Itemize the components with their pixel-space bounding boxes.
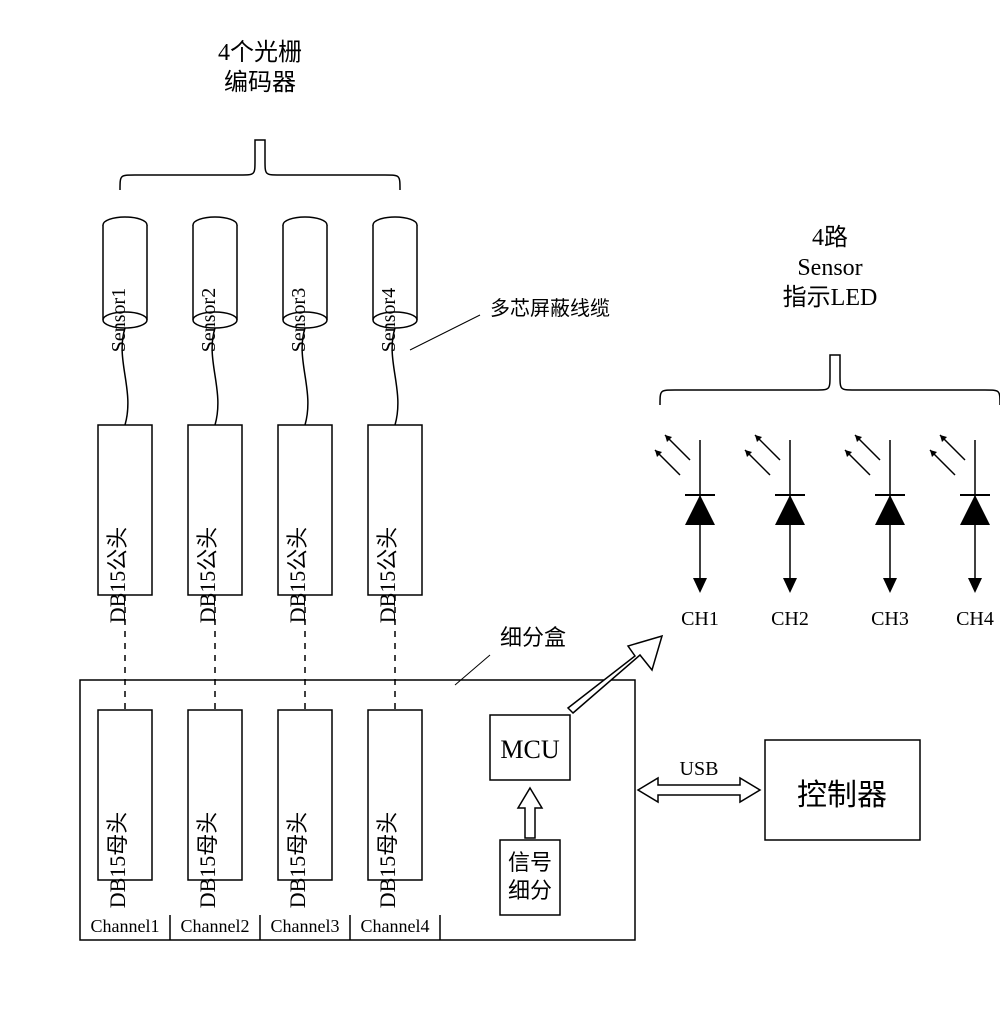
led-title-3: 指示LED — [783, 284, 878, 311]
signal-line1: 信号 — [508, 850, 552, 875]
signal-line2: 细分 — [508, 878, 552, 903]
brace-leds — [660, 355, 1000, 405]
sensor-3: Sensor3 — [283, 217, 327, 352]
db15-female-group: DB15母头 DB15母头 DB15母头 DB15母头 — [98, 710, 422, 908]
title-top-left-2: 编码器 — [224, 69, 296, 96]
sensor-1: Sensor1 — [103, 217, 147, 352]
led-3: CH3 — [845, 435, 909, 630]
led-title-1: 4路 — [812, 224, 848, 251]
db15-female-1-label: DB15母头 — [105, 812, 130, 909]
cable-label-line — [410, 315, 480, 350]
sensor-group: Sensor1 Sensor2 Sensor3 Sensor4 — [103, 217, 417, 352]
arrow-signal-mcu — [518, 788, 542, 838]
led-group: CH1 CH2 CH3 — [655, 435, 994, 630]
channel-4: Channel4 — [361, 916, 430, 936]
db15-female-4-label: DB15母头 — [375, 812, 400, 909]
db15-male-3-label: DB15公头 — [285, 527, 310, 624]
db15-male-group: DB15公头 DB15公头 DB15公头 DB15公头 — [98, 425, 422, 623]
brace-encoders — [120, 140, 400, 190]
sensor-4-label: Sensor4 — [378, 288, 400, 352]
title-top-left-1: 4个光栅 — [218, 39, 302, 66]
db15-male-1-label: DB15公头 — [105, 527, 130, 624]
controller-label: 控制器 — [797, 779, 887, 812]
mcu-label: MCU — [500, 735, 559, 764]
usb-label: USB — [680, 758, 719, 780]
led-2: CH2 — [745, 435, 809, 630]
cable-label: 多芯屏蔽线缆 — [490, 297, 610, 320]
led-ch2: CH2 — [771, 608, 809, 630]
led-ch1: CH1 — [681, 608, 719, 630]
db15-female-2-label: DB15母头 — [195, 812, 220, 909]
sensor-4: Sensor4 — [373, 217, 417, 352]
channel-3: Channel3 — [271, 916, 340, 936]
sensor-3-label: Sensor3 — [288, 288, 310, 352]
arrow-mcu-leds — [568, 636, 662, 713]
db15-male-2-label: DB15公头 — [195, 527, 220, 624]
channel-2: Channel2 — [181, 916, 250, 936]
usb-arrow: USB — [638, 758, 760, 802]
led-4: CH4 — [930, 435, 994, 630]
box-label: 细分盒 — [500, 625, 566, 650]
db15-male-4-label: DB15公头 — [375, 527, 400, 624]
led-ch4: CH4 — [956, 608, 994, 630]
sensor-2: Sensor2 — [193, 217, 237, 352]
led-title-2: Sensor — [797, 255, 862, 281]
sensor-1-label: Sensor1 — [108, 288, 130, 352]
db15-female-3-label: DB15母头 — [285, 812, 310, 909]
diagram-root: 4个光栅 编码器 Sensor1 Sensor2 — [20, 20, 1000, 992]
channel-1: Channel1 — [91, 916, 160, 936]
sensor-2-label: Sensor2 — [198, 288, 220, 352]
led-1: CH1 — [655, 435, 719, 630]
led-ch3: CH3 — [871, 608, 909, 630]
